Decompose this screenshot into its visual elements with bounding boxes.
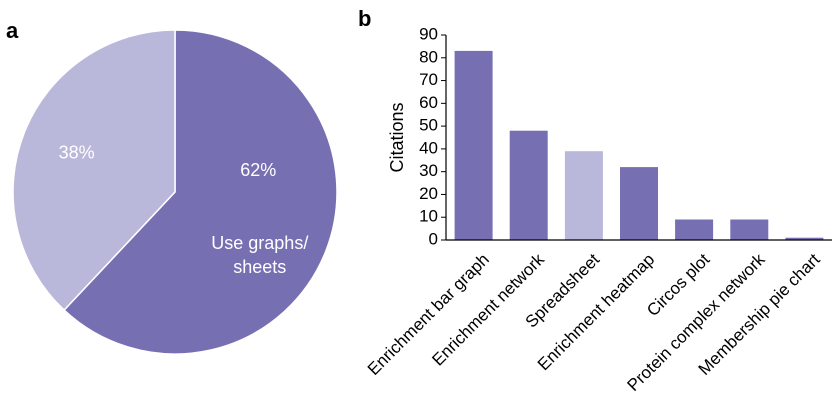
y-tick-label: 10 bbox=[419, 207, 438, 226]
bar bbox=[454, 50, 493, 241]
y-tick-label: 80 bbox=[419, 47, 438, 66]
pie-slice-label: Use graphs/ bbox=[211, 233, 308, 253]
pie-chart: a 62% Use graphs/sheets 38% bbox=[6, 18, 338, 355]
y-tick-label: 30 bbox=[419, 161, 438, 180]
pie-percent-label: 38% bbox=[59, 143, 95, 163]
y-tick-label: 70 bbox=[419, 70, 438, 89]
pie-slice bbox=[12, 29, 176, 312]
bar bbox=[564, 151, 603, 240]
pie-percent-label: 62% bbox=[240, 160, 276, 180]
pie-slice bbox=[63, 29, 338, 355]
panel-label-b: b bbox=[358, 6, 371, 31]
bar bbox=[620, 167, 658, 240]
bar bbox=[509, 130, 548, 240]
y-tick-label: 90 bbox=[419, 24, 438, 43]
y-tick-label: 0 bbox=[429, 229, 438, 248]
bar bbox=[675, 219, 714, 240]
bar bbox=[730, 219, 769, 240]
pie-slice-label: sheets bbox=[233, 257, 286, 277]
y-tick-label: 40 bbox=[419, 138, 438, 157]
y-tick-label: 60 bbox=[419, 93, 438, 112]
panel-label-a: a bbox=[6, 18, 19, 43]
y-tick-label: 50 bbox=[419, 116, 438, 135]
y-axis-title: Citations bbox=[387, 102, 407, 172]
y-tick-label: 20 bbox=[419, 184, 438, 203]
bar bbox=[785, 237, 824, 240]
